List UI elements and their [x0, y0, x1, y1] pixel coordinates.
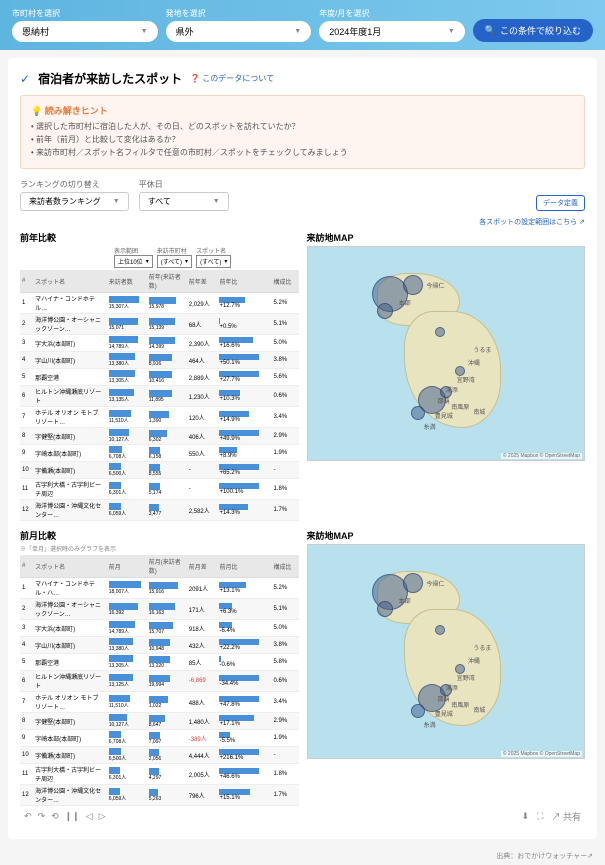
- period-filter-label: 年度/月を選択: [319, 8, 465, 19]
- period-filter[interactable]: 2024年度1月▼: [319, 21, 465, 42]
- table-row[interactable]: 4字山川(本部町)13,380人10,948432人+22.2%3.8%: [20, 637, 299, 654]
- holiday-label: 平休日: [139, 179, 229, 190]
- table-row[interactable]: 3字大浜(本部町)14,789人14,3992,390人+16.6%5.0%: [20, 335, 299, 352]
- pause-icon[interactable]: ❙❙: [65, 811, 80, 822]
- origin-filter[interactable]: 県外▼: [166, 21, 312, 42]
- share-btn[interactable]: ↗ 共有: [551, 810, 581, 823]
- city-filter[interactable]: 恩納村▼: [12, 21, 158, 42]
- map-panel-2: 来訪地MAP © 2025 Mapbox © OpenStreetMap 今帰仁…: [307, 529, 586, 806]
- table-row[interactable]: 8字健堅(本部町)10,127人6,302406人+49.9%2.9%: [20, 428, 299, 445]
- map-2[interactable]: © 2025 Mapbox © OpenStreetMap 今帰仁本部沖縄うるま…: [307, 544, 586, 759]
- content-panel: ✓ 宿泊者が来訪したスポット ❓ このデータについて 💡 読み解きヒント 選択し…: [8, 58, 597, 839]
- fwd-icon[interactable]: ▷: [99, 811, 106, 822]
- table-row[interactable]: 8字健堅(本部町)10,127人8,6471,480人+17.1%2.9%: [20, 713, 299, 730]
- table-row[interactable]: 1マハイナ・コンドホテル…15,307人15,9782,029人+12.7%5.…: [20, 293, 299, 314]
- search-button[interactable]: 🔍 この条件で絞り込む: [473, 19, 593, 42]
- mom-table: #スポット名前月前月(来訪者数)前月差前月比構成比 1マハイナ・コンドホテル・ハ…: [20, 555, 299, 806]
- table-row[interactable]: 10字備瀬(本部町)6,500人2,0564,444人+216.1%-: [20, 747, 299, 764]
- download-icon[interactable]: ⬇: [522, 811, 530, 822]
- table-row[interactable]: 2海洋博公園・オーシャニックゾーン…16,39216,163171人+6.3%5…: [20, 599, 299, 620]
- hint-title: 💡 読み解きヒント: [31, 104, 574, 117]
- table-row[interactable]: 11古宇利大橋・古宇利ビーチ周辺6,301人4,2972,005人+46.6%1…: [20, 764, 299, 785]
- table-row[interactable]: 11古宇利大橋・古宇利ビーチ周辺6,301人5,174-+100.1%1.8%: [20, 479, 299, 500]
- check-icon: ✓: [20, 72, 30, 86]
- undo-icon[interactable]: ↶: [24, 811, 32, 822]
- table-row[interactable]: 10字備瀬(本部町)6,500人8,555-+65.2%-: [20, 462, 299, 479]
- table-row[interactable]: 2海洋博公園・オーシャニックゾーン…15,07115,13968人+0.5%5.…: [20, 314, 299, 335]
- yoy-table: #スポット名来訪者数前年(来訪者数)前年差前年比構成比 1マハイナ・コンドホテル…: [20, 270, 299, 521]
- holiday-select[interactable]: すべて▼: [139, 192, 229, 211]
- table-row[interactable]: 9字崎本部(本部町)6,708人7,097-389人-5.5%1.9%: [20, 730, 299, 747]
- table-row[interactable]: 5那覇空港13,305人13,22085人-0.6%5.8%: [20, 654, 299, 671]
- table-row[interactable]: 3字大浜(本部町)14,789人15,707918人-6.4%5.0%: [20, 620, 299, 637]
- yoy-panel: 前年比較 表示範囲上位10位▾ 来訪市町村(すべて)▾ スポット名(すべて)▾ …: [20, 231, 299, 521]
- data-definition-btn[interactable]: データ定義: [536, 195, 585, 211]
- about-link[interactable]: ❓ このデータについて: [190, 73, 274, 84]
- table-row[interactable]: 12海洋博公園・沖縄文化センター…6,059人5,263796人+15.1%1.…: [20, 785, 299, 806]
- mom-title: 前月比較: [20, 529, 299, 542]
- reset-icon[interactable]: ⟲: [51, 811, 59, 822]
- city-filter-label: 市町村を選択: [12, 8, 158, 19]
- spot-mini-select[interactable]: (すべて)▾: [196, 255, 231, 268]
- table-row[interactable]: 4字山川(本部町)13,380人8,916464人+50.1%3.8%: [20, 352, 299, 369]
- settings-link[interactable]: 各スポットの設定範囲はこちら ⇗: [20, 217, 585, 227]
- table-row[interactable]: 7ホテル オリオン モトブ リゾート…11,510人1,022488人+47.8…: [20, 692, 299, 713]
- yoy-title: 前年比較: [20, 231, 299, 244]
- mom-panel: 前月比較 ※「単月」選択時のみグラフを表示 #スポット名前月前月(来訪者数)前月…: [20, 529, 299, 806]
- back-icon[interactable]: ◁: [86, 811, 93, 822]
- search-icon: 🔍: [485, 25, 496, 36]
- rank-select[interactable]: 来訪者数ランキング▼: [20, 192, 129, 211]
- table-row[interactable]: 6ヒルトン沖縄瀬底リゾート13,135人11,8951,230人+10.3%0.…: [20, 386, 299, 407]
- redo-icon[interactable]: ↷: [38, 811, 46, 822]
- table-row[interactable]: 12海洋博公園・沖縄文化センター…6,059人3,4772,582人+14.3%…: [20, 500, 299, 521]
- table-row[interactable]: 7ホテル オリオン モトブ リゾート…11,510人1,390120人+14.9…: [20, 407, 299, 428]
- toolbar: ↶ ↷ ⟲ ❙❙ ◁ ▷ ⬇ ⛶ ↗ 共有: [20, 806, 585, 827]
- table-row[interactable]: 6ヒルトン沖縄瀬底リゾート13,125人19,994-6,869-34.4%0.…: [20, 671, 299, 692]
- page-title: 宿泊者が来訪したスポット: [38, 70, 182, 87]
- table-row[interactable]: 1マハイナ・コンドホテル・ハ…18,007人15,9162091人+13.1%5…: [20, 578, 299, 599]
- hint-box: 💡 読み解きヒント 選択した市町村に宿泊した人が、その日、どのスポットを訪れてい…: [20, 95, 585, 169]
- table-row[interactable]: 9字崎本部(本部町)6,708人6,158550人+8.9%1.9%: [20, 445, 299, 462]
- map-title-1: 来訪地MAP: [307, 231, 586, 244]
- table-row[interactable]: 5那覇空港13,305人10,4162,889人+27.7%5.6%: [20, 369, 299, 386]
- filter-bar: 市町村を選択 恩納村▼ 発地を選択 県外▼ 年度/月を選択 2024年度1月▼ …: [0, 0, 605, 50]
- map-1[interactable]: © 2025 Mapbox © OpenStreetMap 今帰仁本部沖縄うるま…: [307, 246, 586, 461]
- fullscreen-icon[interactable]: ⛶: [537, 811, 543, 822]
- city-mini-select[interactable]: (すべて)▾: [157, 255, 192, 268]
- range-select[interactable]: 上位10位▾: [114, 255, 153, 268]
- mom-sub: ※「単月」選択時のみグラフを表示: [20, 544, 299, 553]
- map-panel-1: 来訪地MAP © 2025 Mapbox © OpenStreetMap 今帰仁…: [307, 231, 586, 521]
- origin-filter-label: 発地を選択: [166, 8, 312, 19]
- footer-source: 出典：おでかけウォッチャー⇗: [0, 847, 605, 865]
- map-title-2: 来訪地MAP: [307, 529, 586, 542]
- hint-list: 選択した市町村に宿泊した人が、その日、どのスポットを訪れていたか？ 前年（前月）…: [31, 121, 574, 158]
- rank-label: ランキングの切り替え: [20, 179, 129, 190]
